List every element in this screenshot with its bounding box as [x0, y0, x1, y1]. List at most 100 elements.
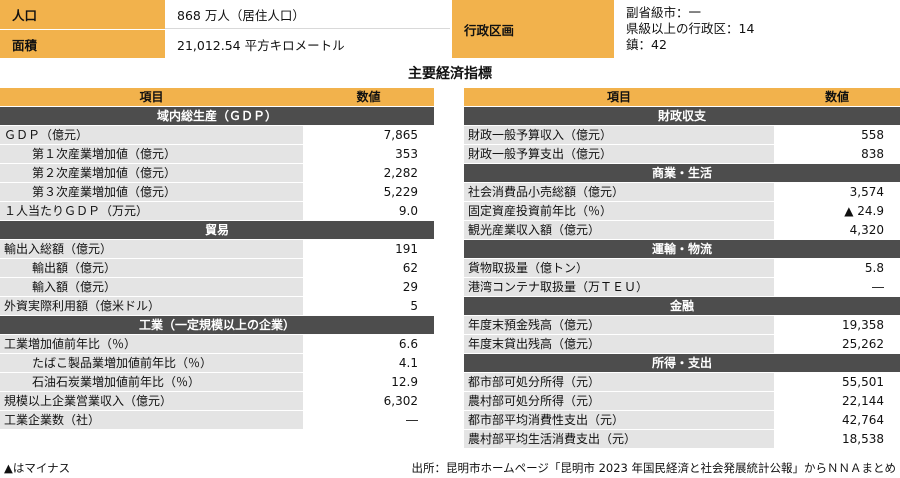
indicator-value: 29 — [303, 278, 434, 296]
population-value: 868 万人（居住人口） — [165, 0, 450, 29]
indicator-label: 輸出額（億元） — [32, 261, 117, 275]
admin-line: 鎮：42 — [626, 37, 667, 52]
table-row: 輸出額（億元） 62 — [0, 259, 434, 278]
indicator-label: 規模以上企業営業収入（億元） — [4, 394, 173, 408]
left-table-body: 域内総生産（ＧＤＰ） ＧＤＰ（億元） 7,865 第１次産業増加値（億元） 353 第２次… — [0, 107, 434, 430]
page-title: 主要経済指標 — [408, 66, 492, 82]
indicator-value: 19,358 — [774, 316, 900, 334]
indicator-label: 都市部平均消費性支出（元） — [468, 413, 625, 427]
table-row: 財政一般予算支出（億元） 838 — [464, 145, 900, 164]
indicator-value: ― — [303, 411, 434, 429]
right-table-body: 財政収支財政一般予算収入（億元） 558 財政一般予算支出（億元） 838 商業・生活社… — [464, 107, 900, 449]
table-row: 工業増加値前年比（％） 6.6 — [0, 335, 434, 354]
indicator-label: 社会消費品小売総額（億元） — [468, 185, 625, 199]
indicator-value: 191 — [303, 240, 434, 258]
column-header-item: 項目 — [606, 90, 631, 104]
admin-line: 県級以上の行政区：14 — [626, 21, 755, 36]
column-header-row: 項目 数値 — [464, 88, 900, 107]
table-row: 農村部平均生活消費支出（元） 18,538 — [464, 430, 900, 449]
column-header-value: 数値 — [824, 90, 849, 104]
table-row: たばこ製品業増加値前年比（％） 4.1 — [0, 354, 434, 373]
section-header-row: 商業・生活 — [464, 164, 900, 183]
indicator-value: 6,302 — [303, 392, 434, 410]
area-value: 21,012.54 平方キロメートル — [165, 30, 450, 58]
table-row: 外資実際利用額（億米ドル） 5 — [0, 297, 434, 316]
table-row: 第１次産業増加値（億元） 353 — [0, 145, 434, 164]
indicator-label: 工業企業数（社） — [4, 413, 101, 427]
table-row: 固定資産投資前年比（％） ▲ 24.9 — [464, 202, 900, 221]
indicator-value: 22,144 — [774, 392, 900, 410]
section-title: 運輸・物流 — [651, 242, 712, 256]
section-title: 財政収支 — [657, 109, 706, 123]
section-header-row: 工業（一定規模以上の企業） — [0, 316, 434, 335]
indicator-value: 558 — [774, 126, 900, 144]
table-row: 第３次産業増加値（億元） 5,229 — [0, 183, 434, 202]
admin-line: 副省級市：一 — [626, 5, 702, 20]
table-row: 第２次産業増加値（億元） 2,282 — [0, 164, 434, 183]
admin-label: 行政区画 — [450, 0, 614, 58]
table-row: 貨物取扱量（億トン） 5.8 — [464, 259, 900, 278]
table-row: 輸入額（億元） 29 — [0, 278, 434, 297]
indicator-value: 3,574 — [774, 183, 900, 201]
section-header-row: 財政収支 — [464, 107, 900, 126]
indicator-label: 第１次産業増加値（億元） — [32, 147, 177, 161]
column-header-value: 数値 — [356, 90, 381, 104]
table-row: 規模以上企業営業収入（億元） 6,302 — [0, 392, 434, 411]
population-label: 人口 — [0, 0, 165, 29]
indicator-value: 62 — [303, 259, 434, 277]
source-note: 出所：昆明市ホームページ「昆明市 2023 年国民経済と社会発展統計公報」からＮ… — [411, 461, 897, 475]
section-title: 貿易 — [204, 223, 229, 237]
section-header-row: 域内総生産（ＧＤＰ） — [0, 107, 434, 126]
indicator-value: 9.0 — [303, 202, 434, 220]
indicator-label: 輸入額（億元） — [32, 280, 117, 294]
section-header-row: 金融 — [464, 297, 900, 316]
section-title: 所得・支出 — [651, 356, 712, 370]
indicator-label: 都市部可処分所得（元） — [468, 375, 601, 389]
indicator-label: たばこ製品業増加値前年比（％） — [32, 356, 213, 370]
indicator-label: 港湾コンテナ取扱量（万ＴＥＵ） — [468, 280, 649, 294]
footnote: ▲はマイナス — [4, 461, 71, 475]
section-title: 工業（一定規模以上の企業） — [138, 318, 295, 332]
table-row: 財政一般予算収入（億元） 558 — [464, 126, 900, 145]
indicator-value: 5,229 — [303, 183, 434, 201]
indicator-label: 財政一般予算支出（億元） — [468, 147, 613, 161]
indicator-value: ― — [774, 278, 900, 296]
table-row: 都市部平均消費性支出（元） 42,764 — [464, 411, 900, 430]
indicator-label: ＧＤＰ（億元） — [4, 128, 89, 142]
indicator-value: 55,501 — [774, 373, 900, 391]
table-row: １人当たりＧＤＰ（万元） 9.0 — [0, 202, 434, 221]
table-row: 年度末貸出残高（億元） 25,262 — [464, 335, 900, 354]
table-row: 農村部可処分所得（元） 22,144 — [464, 392, 900, 411]
section-title: 商業・生活 — [651, 166, 712, 180]
right-indicator-table: 項目 数値 財政収支財政一般予算収入（億元） 558 財政一般予算支出（億元） 838… — [464, 88, 900, 449]
indicator-label: １人当たりＧＤＰ（万元） — [4, 204, 149, 218]
profile-header: 人口 868 万人（居住人口） 面積 21,012.54 平方キロメートル 行政… — [0, 0, 900, 60]
indicator-label: 第３次産業増加値（億元） — [32, 185, 177, 199]
indicator-value: 5.8 — [774, 259, 900, 277]
table-row: 観光産業収入額（億元） 4,320 — [464, 221, 900, 240]
indicator-label: 固定資産投資前年比（％） — [468, 204, 613, 218]
indicator-label: 農村部可処分所得（元） — [468, 394, 601, 408]
indicator-label: 工業増加値前年比（％） — [4, 337, 137, 351]
table-row: 社会消費品小売総額（億元） 3,574 — [464, 183, 900, 202]
indicator-value: 838 — [774, 145, 900, 163]
table-row: 輸出入総額（億元） 191 — [0, 240, 434, 259]
table-row: 石油石炭業増加値前年比（％） 12.9 — [0, 373, 434, 392]
indicator-label: 貨物取扱量（億トン） — [468, 261, 589, 275]
indicator-value: 6.6 — [303, 335, 434, 353]
indicator-label: 年度末貸出残高（億元） — [468, 337, 601, 351]
indicator-value: 4,320 — [774, 221, 900, 239]
indicator-value: 25,262 — [774, 335, 900, 353]
table-row: 年度末預金残高（億元） 19,358 — [464, 316, 900, 335]
indicator-label: 第２次産業増加値（億元） — [32, 166, 177, 180]
admin-value: 副省級市：一 県級以上の行政区：14 鎮：42 — [614, 0, 900, 58]
table-row: ＧＤＰ（億元） 7,865 — [0, 126, 434, 145]
indicator-value: 2,282 — [303, 164, 434, 182]
section-title: 域内総生産（ＧＤＰ） — [156, 109, 277, 123]
indicator-value: ▲ 24.9 — [774, 202, 900, 220]
table-row: 工業企業数（社） ― — [0, 411, 434, 430]
table-row: 港湾コンテナ取扱量（万ＴＥＵ） ― — [464, 278, 900, 297]
indicator-value: 353 — [303, 145, 434, 163]
column-header-item: 項目 — [139, 90, 164, 104]
section-header-row: 所得・支出 — [464, 354, 900, 373]
